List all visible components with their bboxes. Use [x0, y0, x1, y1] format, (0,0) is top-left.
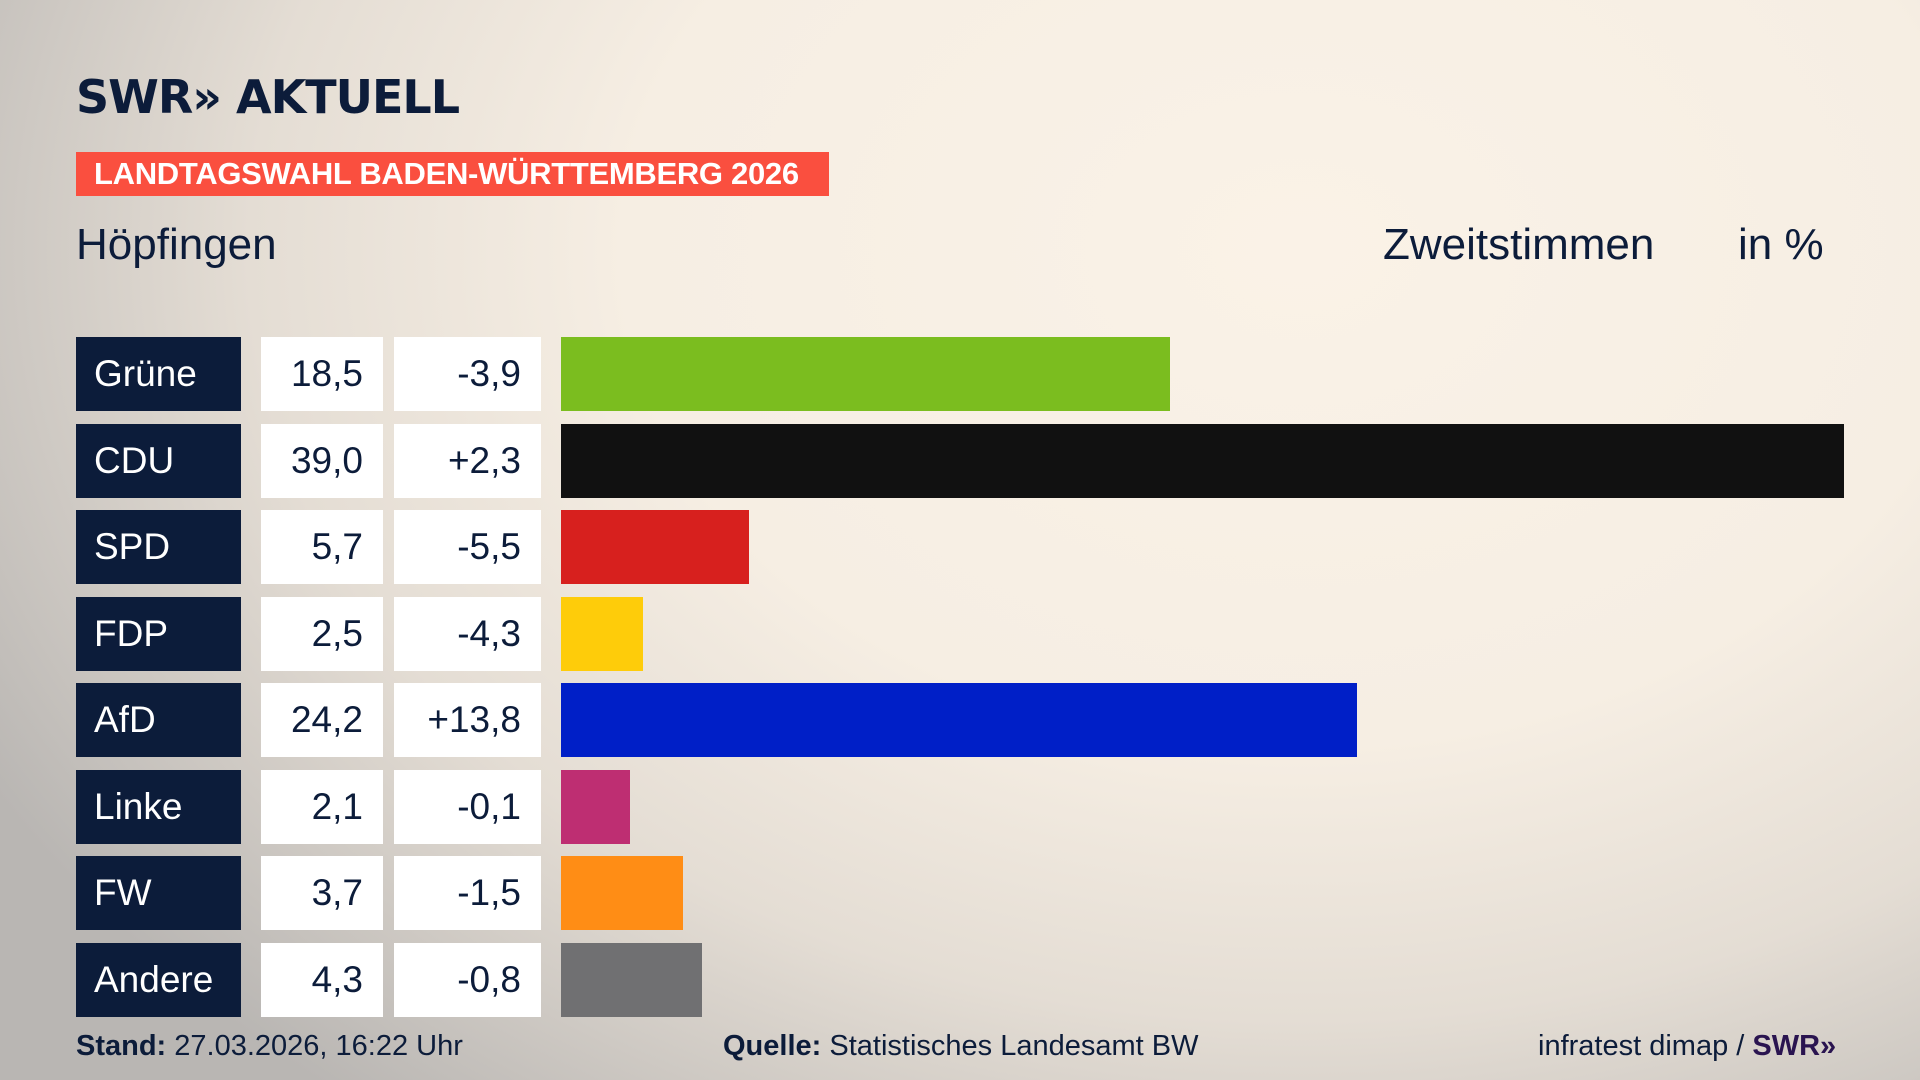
- credit: infratest dimap / SWR»: [1538, 1030, 1836, 1063]
- bar-afd: [561, 683, 1358, 757]
- party-label: Grüne: [76, 337, 241, 411]
- election-banner: LANDTAGSWAHL BADEN-WÜRTTEMBERG 2026: [76, 152, 829, 196]
- bar-andere: [561, 942, 703, 1017]
- party-label: Andere: [76, 942, 241, 1017]
- bar-fw: [561, 856, 683, 930]
- unit-label: in %: [1738, 220, 1824, 269]
- value-label: 4,3: [261, 942, 383, 1017]
- diff-label: -0,1: [394, 769, 541, 844]
- vote-type-label: Zweitstimmen: [1383, 220, 1655, 269]
- bar-linke: [561, 769, 631, 844]
- bar-cdu: [561, 423, 1844, 498]
- bar-spd: [561, 510, 749, 584]
- result-row: Grüne 18,5 -3,9: [0, 337, 1920, 411]
- value-label: 5,7: [261, 510, 383, 584]
- bar-grüne: [561, 337, 1170, 411]
- party-label: FDP: [76, 596, 241, 671]
- diff-label: -5,5: [394, 510, 541, 584]
- party-label: SPD: [76, 510, 241, 584]
- result-row: FDP 2,5 -4,3: [0, 596, 1920, 671]
- value-label: 39,0: [261, 423, 383, 498]
- bar-fdp: [561, 596, 644, 671]
- source: Quelle: Statistisches Landesamt BW: [723, 1030, 1198, 1063]
- diff-label: +2,3: [394, 423, 541, 498]
- diff-label: -0,8: [394, 942, 541, 1017]
- value-label: 24,2: [261, 683, 383, 757]
- location-title: Höpfingen: [76, 220, 277, 269]
- result-row: CDU 39,0 +2,3: [0, 423, 1920, 498]
- timestamp: Stand: 27.03.2026, 16:22 Uhr: [76, 1030, 463, 1063]
- party-label: CDU: [76, 423, 241, 498]
- value-label: 18,5: [261, 337, 383, 411]
- diff-label: -4,3: [394, 596, 541, 671]
- result-row: AfD 24,2 +13,8: [0, 683, 1920, 757]
- credit-text: infratest dimap /: [1538, 1030, 1745, 1062]
- source-value: Statistisches Landesamt BW: [829, 1030, 1199, 1062]
- value-label: 2,5: [261, 596, 383, 671]
- result-row: FW 3,7 -1,5: [0, 856, 1920, 930]
- party-label: FW: [76, 856, 241, 930]
- value-label: 3,7: [261, 856, 383, 930]
- diff-label: -1,5: [394, 856, 541, 930]
- swr-aktuell-logo: SWR» AKTUELL: [76, 70, 460, 124]
- result-row: Linke 2,1 -0,1: [0, 769, 1920, 844]
- swr-logo: SWR»: [1752, 1030, 1837, 1062]
- result-row: Andere 4,3 -0,8: [0, 942, 1920, 1017]
- value-label: 2,1: [261, 769, 383, 844]
- diff-label: -3,9: [394, 337, 541, 411]
- party-label: Linke: [76, 769, 241, 844]
- stand-label: Stand:: [76, 1030, 167, 1062]
- diff-label: +13,8: [394, 683, 541, 757]
- party-label: AfD: [76, 683, 241, 757]
- result-row: SPD 5,7 -5,5: [0, 510, 1920, 584]
- stand-value: 27.03.2026, 16:22 Uhr: [174, 1030, 463, 1062]
- source-label: Quelle:: [723, 1030, 822, 1062]
